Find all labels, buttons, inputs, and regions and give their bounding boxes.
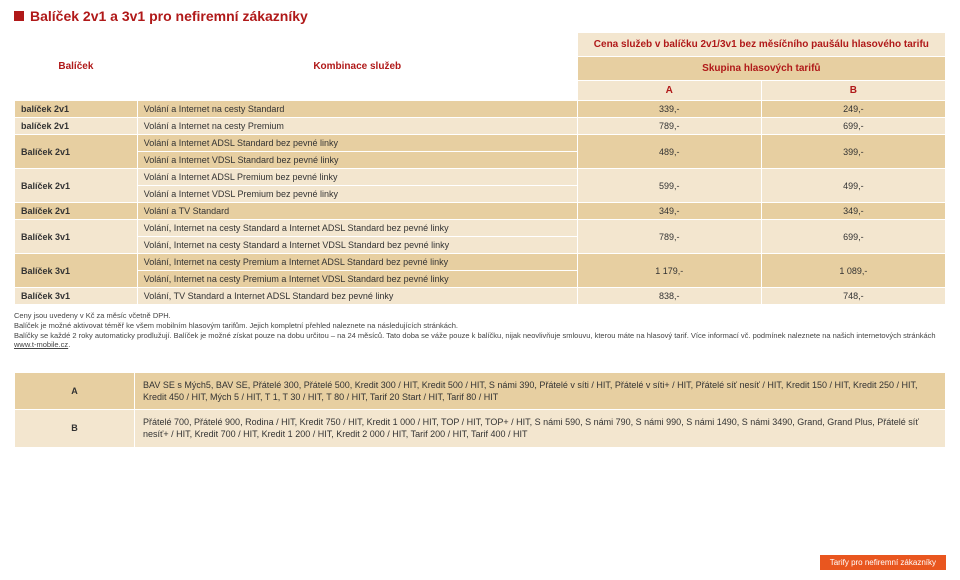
- legend-table: A BAV SE s Mých5, BAV SE, Přátelé 300, P…: [14, 372, 946, 448]
- table-row-name: balíček 2v1: [15, 118, 138, 135]
- table-row-desc: Volání, TV Standard a Internet ADSL Stan…: [137, 288, 577, 305]
- legend-key-b: B: [15, 410, 135, 447]
- price-a: 789,-: [577, 220, 761, 254]
- table-row-desc: Volání, Internet na cesty Premium a Inte…: [137, 271, 577, 288]
- footnote-line: Balíček je možné aktivovat téměř ke všem…: [14, 321, 946, 331]
- footnote-line: Balíčky se každé 2 roky automaticky prod…: [14, 331, 946, 351]
- price-a: 349,-: [577, 203, 761, 220]
- legend-val-b: Přátelé 700, Přátelé 900, Rodina / HIT, …: [135, 410, 946, 447]
- table-row-desc: Volání a Internet na cesty Premium: [137, 118, 577, 135]
- table-row-name: Balíček 2v1: [15, 135, 138, 169]
- footnotes: Ceny jsou uvedeny v Kč za měsíc včetně D…: [14, 311, 946, 350]
- table-row-name: Balíček 3v1: [15, 288, 138, 305]
- hdr-col-b: B: [761, 81, 945, 101]
- price-a: 1 179,-: [577, 254, 761, 288]
- hdr-group: Skupina hlasových tarifů: [577, 57, 945, 81]
- table-row-desc: Volání a Internet VDSL Premium bez pevné…: [137, 186, 577, 203]
- table-row-desc: Volání, Internet na cesty Standard a Int…: [137, 220, 577, 237]
- price-a: 838,-: [577, 288, 761, 305]
- footer-tag: Tarify pro nefiremní zákazníky: [820, 555, 946, 570]
- table-row-name: Balíček 3v1: [15, 254, 138, 288]
- price-b: 349,-: [761, 203, 945, 220]
- price-b: 249,-: [761, 101, 945, 118]
- table-row-desc: Volání a TV Standard: [137, 203, 577, 220]
- price-b: 748,-: [761, 288, 945, 305]
- table-row-name: Balíček 3v1: [15, 220, 138, 254]
- pricing-table: Balíček Kombinace služeb Cena služeb v b…: [14, 32, 946, 305]
- price-a: 339,-: [577, 101, 761, 118]
- table-row-name: Balíček 2v1: [15, 169, 138, 203]
- table-row-name: Balíček 2v1: [15, 203, 138, 220]
- table-row-name: balíček 2v1: [15, 101, 138, 118]
- table-row-desc: Volání, Internet na cesty Standard a Int…: [137, 237, 577, 254]
- table-row-desc: Volání a Internet ADSL Standard bez pevn…: [137, 135, 577, 152]
- footnote-line: Ceny jsou uvedeny v Kč za měsíc včetně D…: [14, 311, 946, 321]
- table-row-desc: Volání, Internet na cesty Premium a Inte…: [137, 254, 577, 271]
- price-a: 599,-: [577, 169, 761, 203]
- table-row-desc: Volání a Internet na cesty Standard: [137, 101, 577, 118]
- price-a: 489,-: [577, 135, 761, 169]
- price-b: 1 089,-: [761, 254, 945, 288]
- hdr-price-top: Cena služeb v balíčku 2v1/3v1 bez měsíčn…: [577, 33, 945, 57]
- table-row-desc: Volání a Internet ADSL Premium bez pevné…: [137, 169, 577, 186]
- price-b: 699,-: [761, 220, 945, 254]
- footnote-link[interactable]: www.t-mobile.cz: [14, 340, 68, 349]
- table-row-desc: Volání a Internet VDSL Standard bez pevn…: [137, 152, 577, 169]
- price-b: 399,-: [761, 135, 945, 169]
- legend-val-a: BAV SE s Mých5, BAV SE, Přátelé 300, Přá…: [135, 373, 946, 410]
- price-b: 499,-: [761, 169, 945, 203]
- hdr-package: Balíček: [15, 33, 138, 101]
- title-square-icon: [14, 11, 24, 21]
- page-title: Balíček 2v1 a 3v1 pro nefiremní zákazník…: [30, 8, 308, 24]
- legend-key-a: A: [15, 373, 135, 410]
- price-b: 699,-: [761, 118, 945, 135]
- page-title-row: Balíček 2v1 a 3v1 pro nefiremní zákazník…: [14, 8, 946, 24]
- hdr-combo: Kombinace služeb: [137, 33, 577, 101]
- price-a: 789,-: [577, 118, 761, 135]
- hdr-col-a: A: [577, 81, 761, 101]
